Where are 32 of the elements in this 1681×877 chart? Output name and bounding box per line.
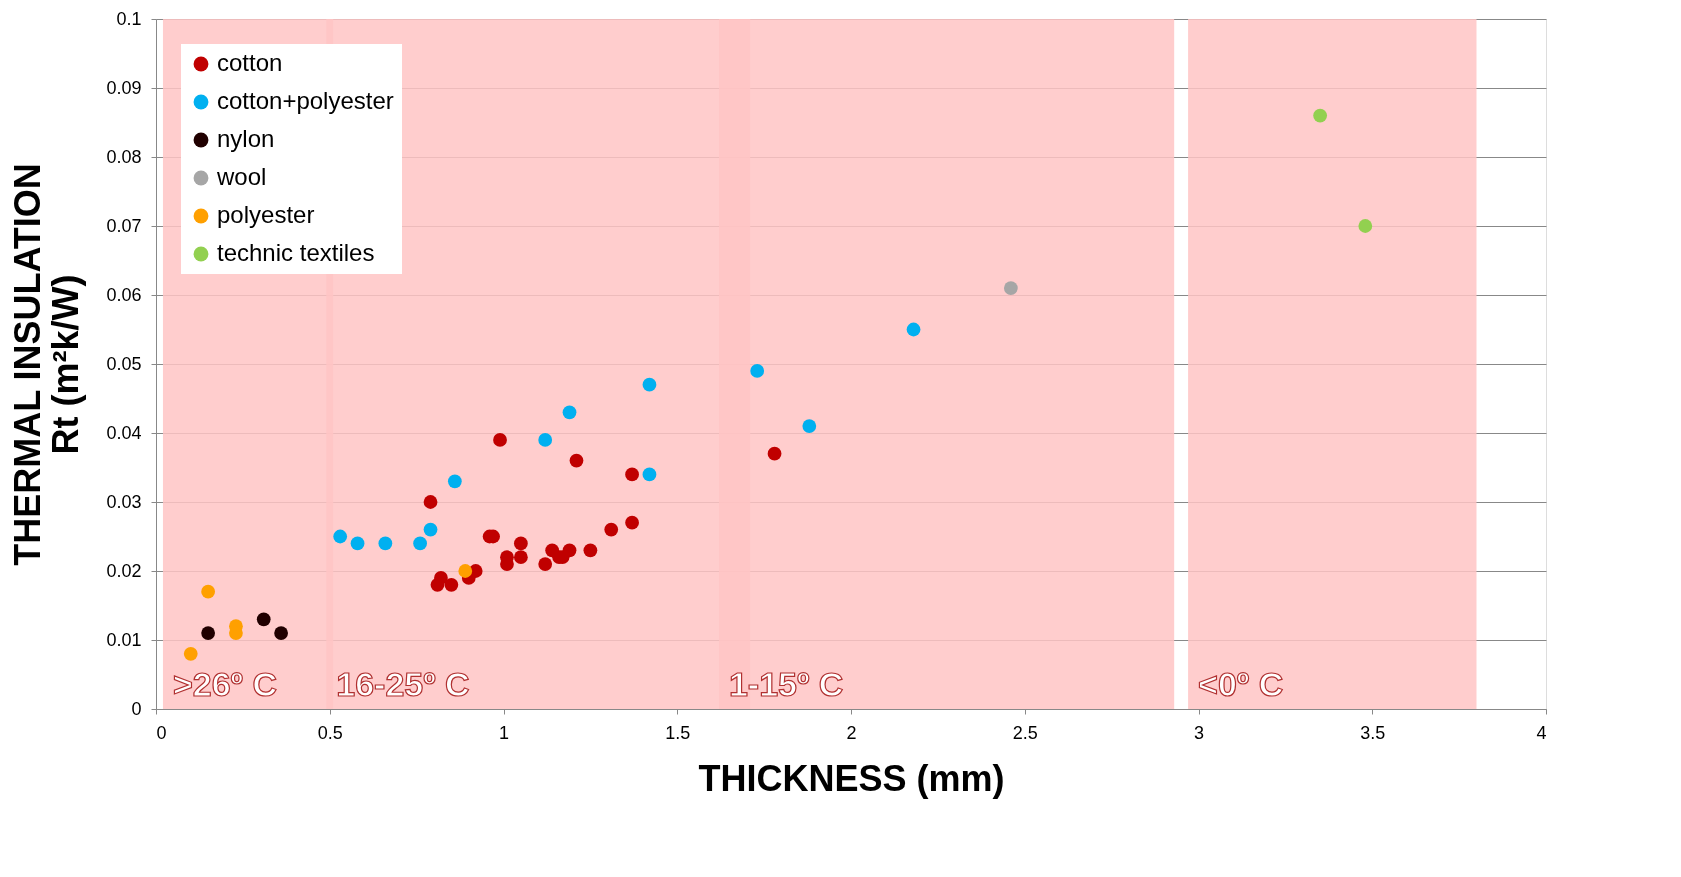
y-tick-label: 0.02 [106, 560, 142, 581]
legend-label: cotton [217, 49, 283, 76]
x-tick-label: 0 [156, 722, 167, 743]
band-label: 16-25º C [336, 665, 470, 703]
y-tick-label: 0.07 [106, 215, 142, 236]
x-tick-label: 1 [498, 722, 510, 743]
y-tick-label: 0.01 [106, 629, 142, 650]
band-label: <0º C [1198, 665, 1284, 703]
legend-label: wool [216, 163, 267, 190]
legend-label: technic textiles [217, 239, 375, 266]
y-tick-label: 0.1 [116, 8, 142, 29]
y-axis-title: THERMAL INSULATION Rt (m²k/W) [7, 163, 87, 566]
x-tick-label: 2.5 [1012, 722, 1038, 743]
x-tick-label: 3.5 [1360, 722, 1386, 743]
band-label: >26º C [172, 665, 278, 703]
legend-label: polyester [217, 201, 315, 228]
x-axis-title: THICKNESS (mm) [698, 757, 1005, 799]
x-tick-label: 4 [1536, 722, 1547, 743]
x-tick-label: 0.5 [317, 722, 343, 743]
x-tick-label: 2 [846, 722, 857, 743]
band-label: 1-15º C [728, 665, 844, 703]
y-tick-label: 0.09 [106, 77, 142, 98]
y-tick-label: 0.04 [106, 422, 142, 443]
y-tick-label: 0.05 [106, 353, 142, 374]
y-tick-label: 0 [131, 698, 142, 719]
y-tick-label: 0.06 [106, 284, 142, 305]
x-tick-label: 3 [1193, 722, 1205, 743]
y-tick-label: 0.03 [106, 491, 142, 512]
x-tick-label: 1.5 [665, 722, 691, 743]
y-tick-label: 0.08 [106, 146, 142, 167]
legend-label: cotton+polyester [217, 87, 394, 114]
legend-label: nylon [217, 125, 275, 152]
